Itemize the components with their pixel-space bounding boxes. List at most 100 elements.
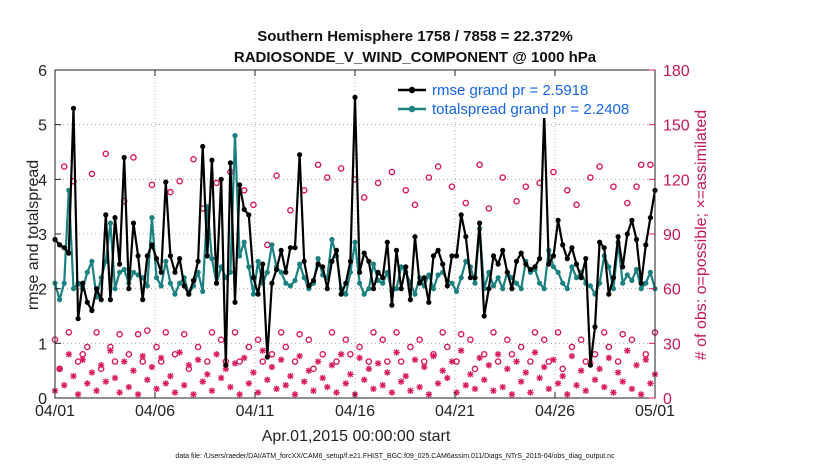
totalspread-point: [587, 283, 594, 289]
rmse-point: [523, 261, 529, 267]
obs-assimilated-point: [430, 352, 437, 360]
obs-possible-point: [416, 336, 423, 343]
totalspread-point: [366, 286, 372, 292]
obs-possible-point: [619, 330, 626, 338]
obs-possible-point: [148, 181, 156, 189]
obs-assimilated-point: [74, 391, 82, 398]
obs-assimilated-point: [476, 354, 483, 362]
rmse-point: [103, 212, 109, 218]
rmse-point: [578, 275, 584, 281]
obs-possible-point: [319, 350, 326, 358]
obs-possible-point: [637, 161, 645, 169]
rmse-point: [117, 261, 123, 267]
rmse-point: [149, 242, 155, 248]
rmse-point: [444, 283, 450, 289]
obs-assimilated-point: [624, 347, 631, 354]
rmse-point: [417, 280, 423, 286]
obs-possible-point: [125, 350, 133, 358]
obs-assimilated-point: [254, 389, 262, 396]
totalspread-point: [103, 258, 109, 264]
totalspread-point: [84, 269, 90, 275]
obs-assimilated-point: [504, 365, 511, 373]
obs-possible-point: [88, 170, 96, 178]
obs-possible-point: [434, 163, 442, 170]
rmse-point: [403, 264, 409, 270]
rmse-point: [190, 277, 197, 284]
obs-possible-point: [600, 329, 608, 336]
obs-assimilated-point: [185, 362, 193, 369]
obs-possible-point: [374, 179, 382, 187]
obs-assimilated-point: [494, 351, 502, 358]
obs-possible-point: [591, 350, 599, 358]
rmse-point: [624, 231, 630, 237]
rmse-point: [57, 242, 63, 248]
obs-assimilated-point: [93, 387, 100, 394]
legend-label-totalspread: totalspread grand pr = 2.2408: [432, 101, 629, 118]
obs-possible-point: [116, 330, 123, 338]
obs-assimilated-point: [619, 378, 626, 385]
obs-assimilated-point: [157, 354, 165, 362]
obs-possible-point: [397, 358, 405, 365]
obs-possible-point: [550, 168, 557, 176]
rmse-point: [467, 275, 473, 281]
rmse-point: [583, 256, 589, 262]
rmse-point: [435, 247, 441, 253]
obs-possible-point: [213, 179, 220, 187]
obs-assimilated-point: [208, 387, 216, 394]
obs-assimilated-point: [116, 389, 123, 396]
y-tick-label: 4: [38, 172, 47, 189]
obs-assimilated-point: [144, 376, 151, 383]
x-tick-label: 04/01: [35, 403, 75, 420]
obs-assimilated-point: [610, 389, 617, 396]
obs-assimilated-point: [508, 391, 516, 398]
rmse-point: [163, 179, 169, 185]
x-tick-label: 05/01: [635, 403, 675, 420]
obs-possible-point: [356, 343, 363, 351]
obs-assimilated-point: [365, 365, 373, 373]
rmse-point: [366, 258, 372, 264]
rmse-point: [357, 269, 363, 275]
y-tick-label-right: 120: [663, 172, 690, 189]
obs-possible-point: [84, 343, 91, 351]
obs-assimilated-point: [88, 369, 96, 376]
rmse-point: [537, 256, 543, 262]
obs-possible-point: [333, 358, 340, 365]
rmse-point: [80, 280, 86, 286]
totalspread-point: [297, 261, 303, 267]
totalspread-point: [647, 269, 654, 275]
totalspread-point: [606, 264, 612, 270]
obs-possible-point: [587, 174, 594, 181]
obs-assimilated-point: [568, 352, 576, 360]
totalspread-point: [315, 256, 321, 262]
obs-possible-point: [204, 358, 211, 365]
obs-possible-point: [180, 330, 188, 338]
obs-assimilated-point: [296, 352, 303, 360]
obs-assimilated-point: [582, 387, 589, 394]
obs-assimilated-point: [61, 382, 68, 389]
obs-assimilated-point: [107, 347, 114, 354]
obs-possible-point: [245, 343, 253, 351]
rmse-point: [260, 261, 266, 267]
totalspread-point: [490, 283, 497, 289]
obs-assimilated-point: [314, 358, 322, 365]
data-file-footer: data file: /Users/raeder/DAI/ATM_forcXX/…: [175, 453, 615, 460]
obs-assimilated-point: [407, 387, 414, 394]
rmse-point: [472, 275, 478, 281]
chart-title-line-1: Southern Hemisphere 1758 / 7858 = 22.372…: [257, 28, 573, 45]
rmse-point: [389, 302, 395, 308]
rmse-point: [241, 206, 247, 212]
obs-possible-point: [282, 343, 290, 351]
rmse-point: [292, 245, 298, 251]
obs-assimilated-point: [448, 358, 456, 365]
totalspread-point: [550, 264, 557, 270]
obs-possible-point: [365, 358, 373, 365]
obs-assimilated-point: [79, 356, 86, 363]
totalspread-point: [232, 133, 238, 139]
rmse-point: [333, 247, 340, 253]
totalspread-point: [513, 280, 520, 286]
obs-possible-point: [568, 343, 576, 351]
totalspread-point: [435, 272, 441, 278]
obs-possible-point: [388, 168, 396, 176]
obs-assimilated-point: [264, 376, 271, 383]
